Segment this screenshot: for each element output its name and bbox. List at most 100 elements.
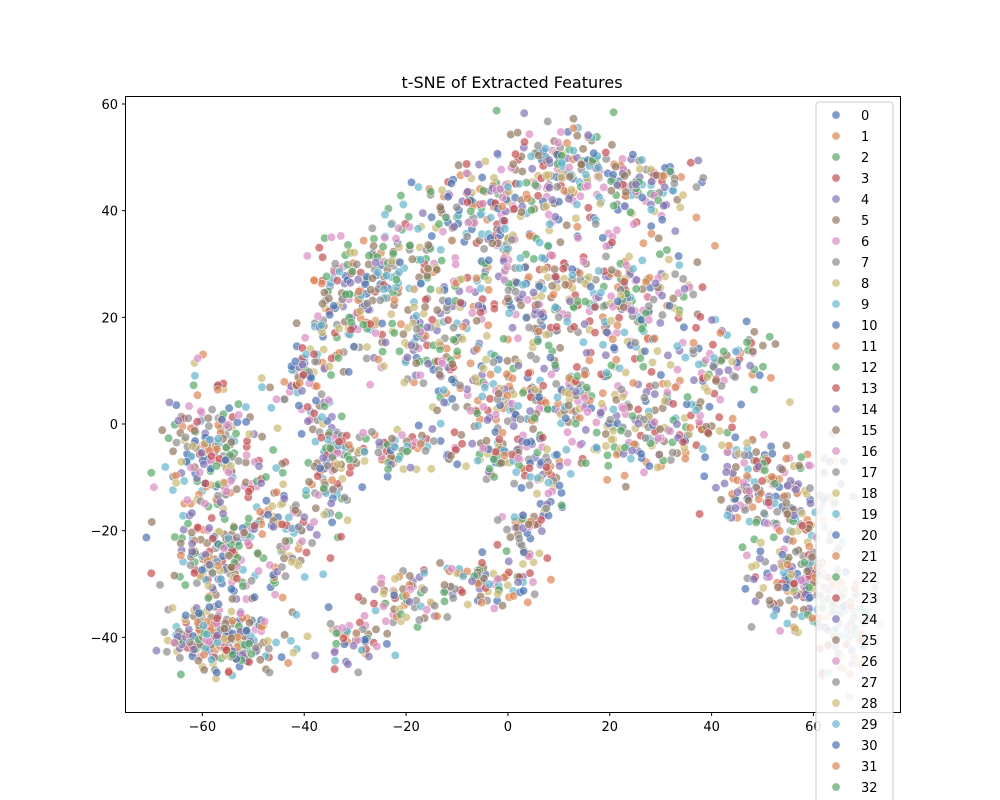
- data-point: [204, 560, 214, 570]
- data-point: [381, 616, 391, 626]
- data-point: [436, 419, 446, 429]
- data-point: [277, 652, 287, 662]
- data-point: [243, 537, 253, 547]
- data-point: [464, 284, 474, 294]
- data-point: [644, 315, 654, 325]
- data-point: [796, 575, 806, 585]
- data-point: [204, 637, 214, 647]
- data-point: [449, 323, 459, 333]
- data-point: [561, 413, 571, 423]
- legend: 0123456789101112131415161718192021222324…: [815, 101, 894, 800]
- data-point: [179, 476, 189, 486]
- data-point: [516, 300, 526, 310]
- data-point: [214, 527, 224, 537]
- data-point: [232, 532, 242, 542]
- data-point: [529, 413, 539, 423]
- data-point: [182, 495, 192, 505]
- data-point: [488, 357, 498, 367]
- data-point: [534, 548, 544, 558]
- data-point: [281, 536, 291, 546]
- data-point: [301, 547, 311, 557]
- data-point: [170, 532, 180, 542]
- data-point: [390, 650, 400, 660]
- data-point: [594, 266, 604, 276]
- data-point: [612, 180, 622, 190]
- data-point: [316, 389, 326, 399]
- data-point: [193, 353, 203, 363]
- data-point: [591, 219, 601, 229]
- data-point: [485, 369, 495, 379]
- data-point: [670, 226, 680, 236]
- data-point: [375, 295, 385, 305]
- data-point: [371, 328, 381, 338]
- data-point: [250, 521, 260, 531]
- data-point: [804, 541, 814, 551]
- data-point: [421, 446, 431, 456]
- data-point: [479, 574, 489, 584]
- data-point: [528, 424, 538, 434]
- data-point: [467, 439, 477, 449]
- data-point: [546, 369, 556, 379]
- data-point: [507, 235, 517, 245]
- legend-marker: [831, 635, 841, 645]
- data-point: [738, 478, 748, 488]
- data-point: [326, 619, 336, 629]
- data-point: [544, 155, 554, 165]
- data-point: [264, 644, 274, 654]
- data-point: [461, 461, 471, 471]
- y-tick-label: −40: [91, 631, 118, 646]
- data-point: [714, 412, 724, 422]
- legend-marker: [831, 110, 841, 120]
- data-point: [325, 310, 335, 320]
- data-point: [301, 349, 311, 359]
- data-point: [627, 446, 637, 456]
- data-point: [146, 468, 156, 478]
- data-point: [669, 178, 679, 188]
- data-point: [181, 432, 191, 442]
- data-point: [635, 353, 645, 363]
- data-point: [525, 480, 535, 490]
- data-point: [244, 429, 254, 439]
- data-point: [489, 472, 499, 482]
- data-point: [608, 334, 618, 344]
- legend-label: 10: [861, 319, 878, 334]
- data-point: [525, 568, 535, 578]
- data-point: [509, 479, 519, 489]
- data-point: [639, 467, 649, 477]
- data-point: [412, 324, 422, 334]
- data-point: [730, 432, 740, 442]
- data-point: [168, 603, 178, 613]
- data-point: [442, 612, 452, 622]
- data-point: [364, 651, 374, 661]
- data-point: [261, 472, 271, 482]
- data-point: [668, 399, 678, 409]
- data-point: [564, 163, 574, 173]
- data-point: [189, 644, 199, 654]
- data-point: [492, 106, 502, 116]
- data-point: [534, 151, 544, 161]
- data-point: [244, 487, 254, 497]
- data-point: [432, 265, 442, 275]
- data-point: [568, 123, 578, 133]
- data-point: [450, 402, 460, 412]
- data-point: [785, 397, 795, 407]
- data-point: [329, 301, 339, 311]
- data-point: [698, 444, 708, 454]
- data-point: [679, 322, 689, 332]
- data-point: [373, 447, 383, 457]
- legend-marker: [831, 677, 841, 687]
- data-point: [455, 380, 465, 390]
- data-point: [406, 463, 416, 473]
- data-point: [787, 527, 797, 537]
- data-point: [650, 389, 660, 399]
- data-point: [616, 384, 626, 394]
- data-point: [727, 422, 737, 432]
- data-point: [374, 437, 384, 447]
- data-point: [435, 370, 445, 380]
- data-point: [566, 469, 576, 479]
- data-point: [432, 405, 442, 415]
- data-point: [514, 179, 524, 189]
- data-point: [715, 328, 725, 338]
- data-point: [330, 259, 340, 269]
- data-point: [596, 408, 606, 418]
